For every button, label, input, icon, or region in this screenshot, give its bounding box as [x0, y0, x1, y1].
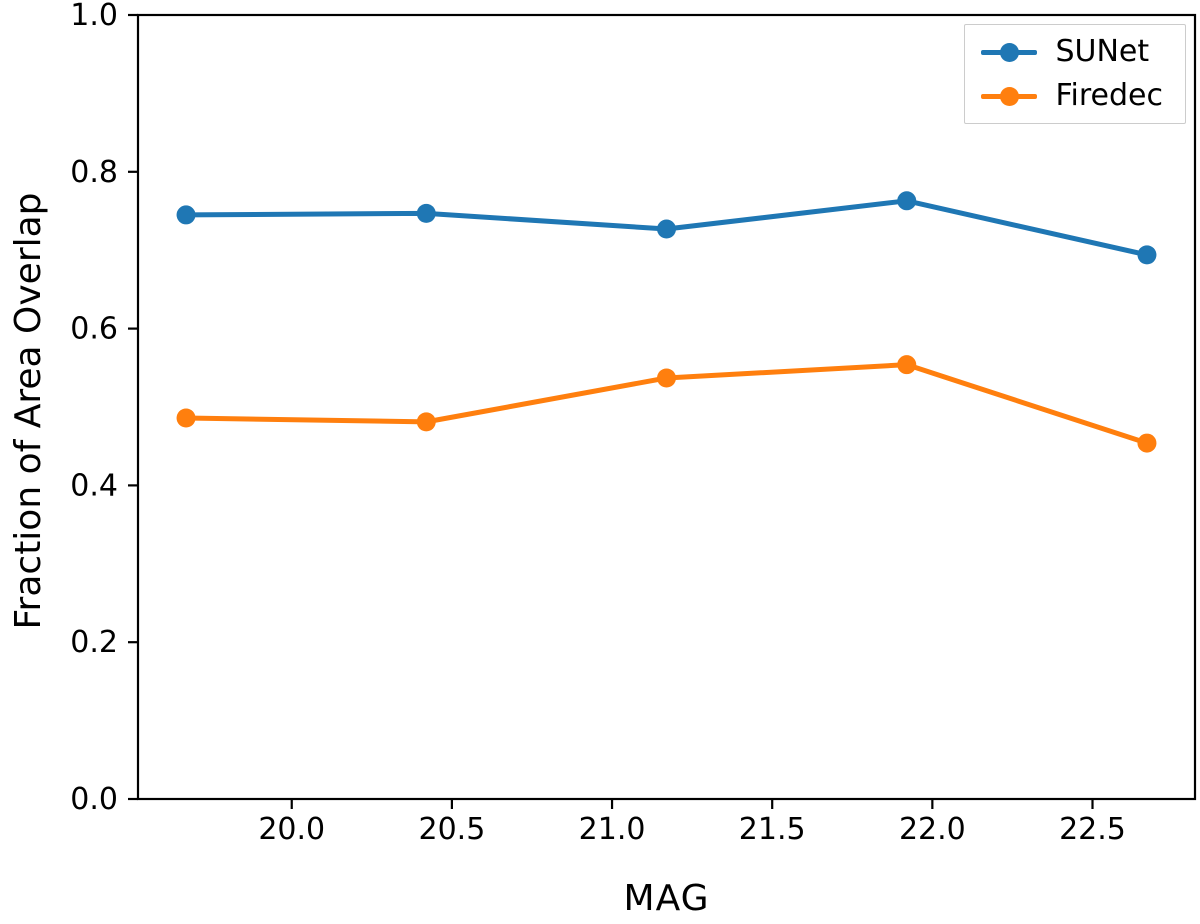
y-tick-label: 0.6 [70, 312, 118, 347]
x-tick-label: 22.0 [899, 812, 966, 847]
legend-marker-firedec [981, 86, 1038, 106]
data-point-firedec [897, 355, 917, 375]
legend-marker-sunet [981, 42, 1038, 62]
plot-border [136, 13, 1197, 801]
data-point-firedec [1137, 433, 1157, 453]
data-point-firedec [657, 368, 676, 388]
x-tick-label: 21.0 [579, 812, 646, 847]
y-tick-label: 0.2 [70, 625, 118, 660]
x-tick-label: 21.5 [739, 812, 806, 847]
legend-label-sunet: SUNet [1055, 34, 1150, 69]
legend-item-firedec: Firedec [981, 81, 1163, 111]
y-axis-title: Fraction of Area Overlap [8, 192, 49, 630]
data-point-sunet [897, 191, 917, 211]
legend: SUNet Firedec [964, 24, 1186, 124]
x-tick-label: 20.0 [258, 812, 325, 847]
data-point-sunet [657, 219, 676, 239]
y-tick-label: 1.0 [70, 0, 118, 33]
x-axis-title: MAG [623, 878, 710, 919]
y-tick-label: 0.8 [70, 155, 118, 190]
legend-item-sunet: SUNet [981, 37, 1163, 67]
data-point-firedec [416, 412, 436, 432]
data-point-sunet [416, 203, 436, 223]
x-tick-label: 22.5 [1059, 812, 1126, 847]
y-tick-label: 0.0 [70, 782, 118, 817]
data-point-firedec [176, 408, 196, 428]
data-point-sunet [1137, 245, 1157, 265]
legend-label-firedec: Firedec [1055, 78, 1163, 113]
y-tick-label: 0.4 [70, 468, 118, 503]
x-tick-label: 20.5 [418, 812, 485, 847]
data-point-sunet [176, 205, 196, 225]
